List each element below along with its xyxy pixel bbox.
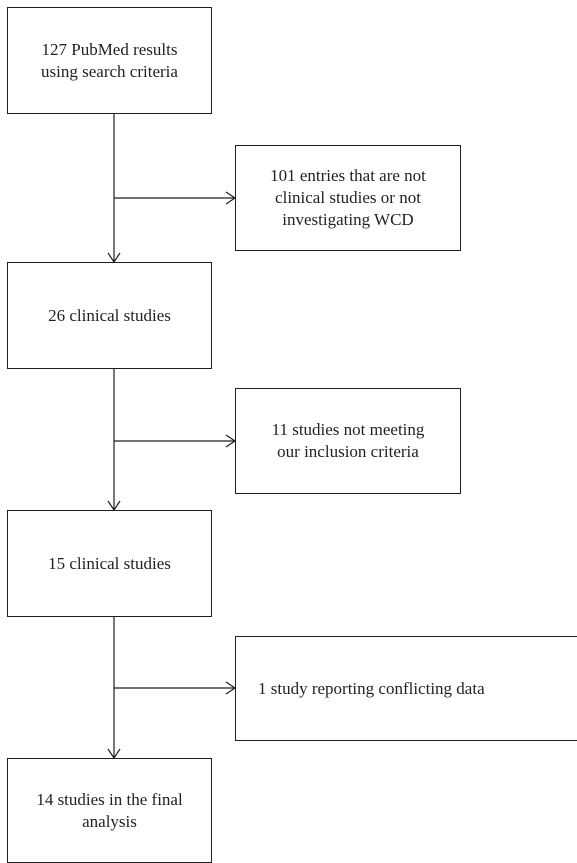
step-text: 26 clinical studies (48, 305, 171, 325)
step-box-final-analysis: 14 studies in the final analysis (7, 758, 212, 863)
step-box-pubmed-results: 127 PubMed results using search criteria (7, 7, 212, 114)
exclusion-box-conflicting: 1 study reporting conflicting data (235, 636, 577, 741)
step-text: 14 studies in the final analysis (36, 789, 183, 831)
exclusion-text: 11 studies not meeting our inclusion cri… (271, 420, 425, 461)
exclusion-box-not-inclusion: 11 studies not meeting our inclusion cri… (235, 388, 461, 494)
step-box-15-clinical-studies: 15 clinical studies (7, 510, 212, 617)
step-text: 15 clinical studies (48, 553, 171, 573)
exclusion-box-not-clinical: 101 entries that are not clinical studie… (235, 145, 461, 251)
exclusion-text: 1 study reporting conflicting data (258, 678, 485, 698)
step-box-26-clinical-studies: 26 clinical studies (7, 262, 212, 369)
step-text: 127 PubMed results using search criteria (41, 39, 178, 81)
exclusion-text: 101 entries that are not clinical studie… (270, 166, 426, 229)
